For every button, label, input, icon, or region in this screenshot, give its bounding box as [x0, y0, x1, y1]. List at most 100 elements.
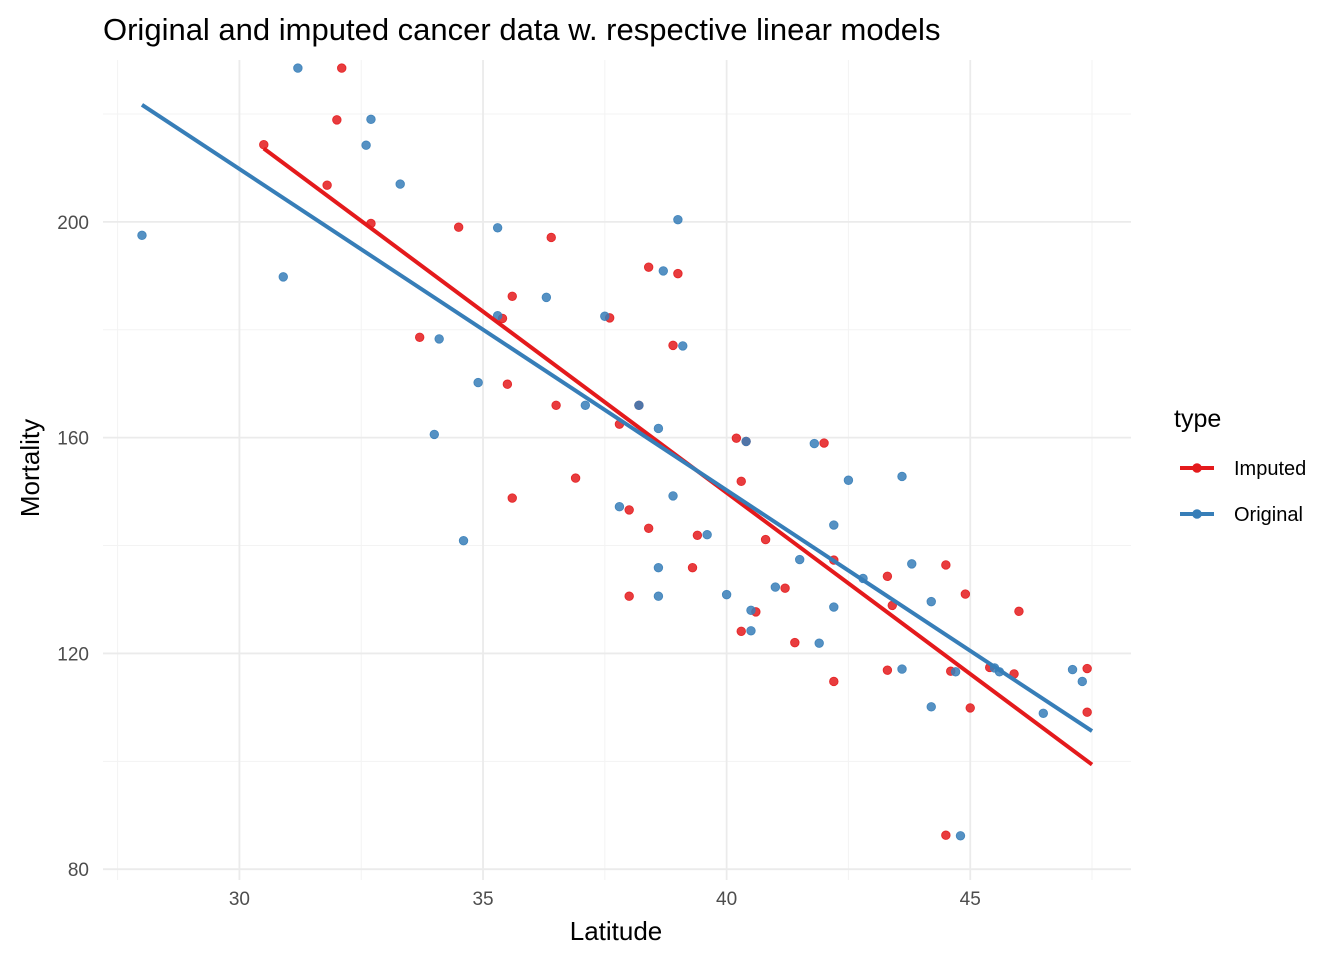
data-point [643, 523, 654, 533]
data-point [259, 139, 269, 150]
data-point [570, 473, 581, 483]
data-point [634, 400, 644, 410]
data-point [882, 571, 893, 581]
data-point [941, 830, 951, 840]
y-tick-label: 160 [57, 429, 89, 450]
data-point [1082, 663, 1092, 674]
data-point [453, 222, 464, 232]
data-point [1014, 606, 1024, 617]
data-point [624, 591, 634, 601]
legend-title: type [1174, 405, 1221, 433]
data-point [502, 379, 513, 389]
data-point [653, 591, 664, 601]
data-point [492, 223, 503, 233]
y-tick-label: 200 [57, 213, 89, 234]
data-point [926, 702, 936, 712]
x-tick-label: 40 [716, 889, 737, 910]
data-point [1038, 708, 1049, 719]
legend-key-point [1192, 463, 1202, 473]
data-point [614, 501, 625, 512]
data-point [736, 626, 746, 637]
data-point [882, 665, 893, 675]
data-point [541, 292, 552, 303]
data-point [658, 266, 668, 276]
series-layer [137, 63, 1094, 841]
data-point [814, 638, 824, 648]
data-point [897, 471, 907, 482]
data-point [955, 831, 966, 841]
data-point [819, 438, 829, 448]
data-point [829, 602, 839, 612]
data-point [434, 334, 444, 344]
chart-title: Original and imputed cancer data w. resp… [103, 12, 940, 47]
data-point [600, 311, 610, 321]
data-point [926, 596, 936, 607]
data-point [673, 214, 683, 225]
data-point [643, 262, 654, 272]
data-point [429, 429, 439, 440]
data-point [507, 291, 517, 301]
data-point [366, 114, 376, 125]
y-axis-ticks: 80 120 160 200 [57, 213, 89, 881]
data-point [829, 676, 839, 687]
data-point [843, 475, 854, 485]
data-point [458, 535, 469, 546]
x-tick-label: 30 [229, 889, 250, 910]
x-tick-label: 45 [960, 889, 981, 910]
data-point [941, 560, 951, 570]
data-point [293, 63, 303, 73]
x-tick-label: 35 [472, 889, 493, 910]
data-point [897, 664, 907, 674]
legend-key-point [1192, 509, 1202, 519]
data-point [746, 626, 756, 636]
legend-item-original: Original [1180, 504, 1303, 526]
data-point [736, 476, 746, 487]
data-point [746, 605, 756, 615]
data-point [809, 438, 820, 449]
data-point [473, 377, 483, 388]
data-point [137, 230, 147, 241]
data-point [1082, 707, 1092, 717]
data-point [332, 115, 342, 125]
data-point [337, 63, 347, 73]
data-point [507, 493, 517, 503]
data-point [907, 559, 917, 569]
data-point [624, 505, 634, 515]
data-point [960, 589, 971, 599]
data-point [702, 530, 712, 540]
series-original-points [137, 63, 1087, 841]
data-point [692, 530, 703, 540]
gridlines [103, 60, 1131, 880]
data-point [673, 268, 683, 279]
data-point [546, 232, 556, 243]
data-point [790, 637, 800, 648]
data-point [395, 179, 405, 189]
x-axis-ticks: 30 35 40 45 [229, 889, 981, 910]
data-point [580, 400, 591, 410]
data-point [1067, 664, 1078, 675]
data-point [278, 272, 288, 282]
data-point [322, 180, 332, 190]
data-point [721, 589, 732, 600]
series-imputed-points [259, 63, 1092, 840]
data-point [829, 520, 839, 530]
y-tick-label: 80 [68, 860, 89, 881]
data-point [687, 562, 698, 573]
data-point [551, 400, 561, 410]
data-point [1077, 676, 1087, 687]
legend-label: Imputed [1234, 458, 1306, 480]
data-point [965, 703, 975, 713]
data-point [731, 433, 742, 443]
y-tick-label: 120 [57, 644, 89, 665]
data-point [653, 562, 664, 573]
data-point [653, 423, 664, 434]
data-point [760, 534, 771, 545]
data-point [678, 341, 688, 351]
data-point [795, 554, 805, 565]
data-point [950, 667, 961, 677]
legend-label: Original [1234, 504, 1303, 526]
data-point [414, 332, 425, 342]
data-point [668, 491, 678, 501]
data-point [741, 436, 751, 447]
